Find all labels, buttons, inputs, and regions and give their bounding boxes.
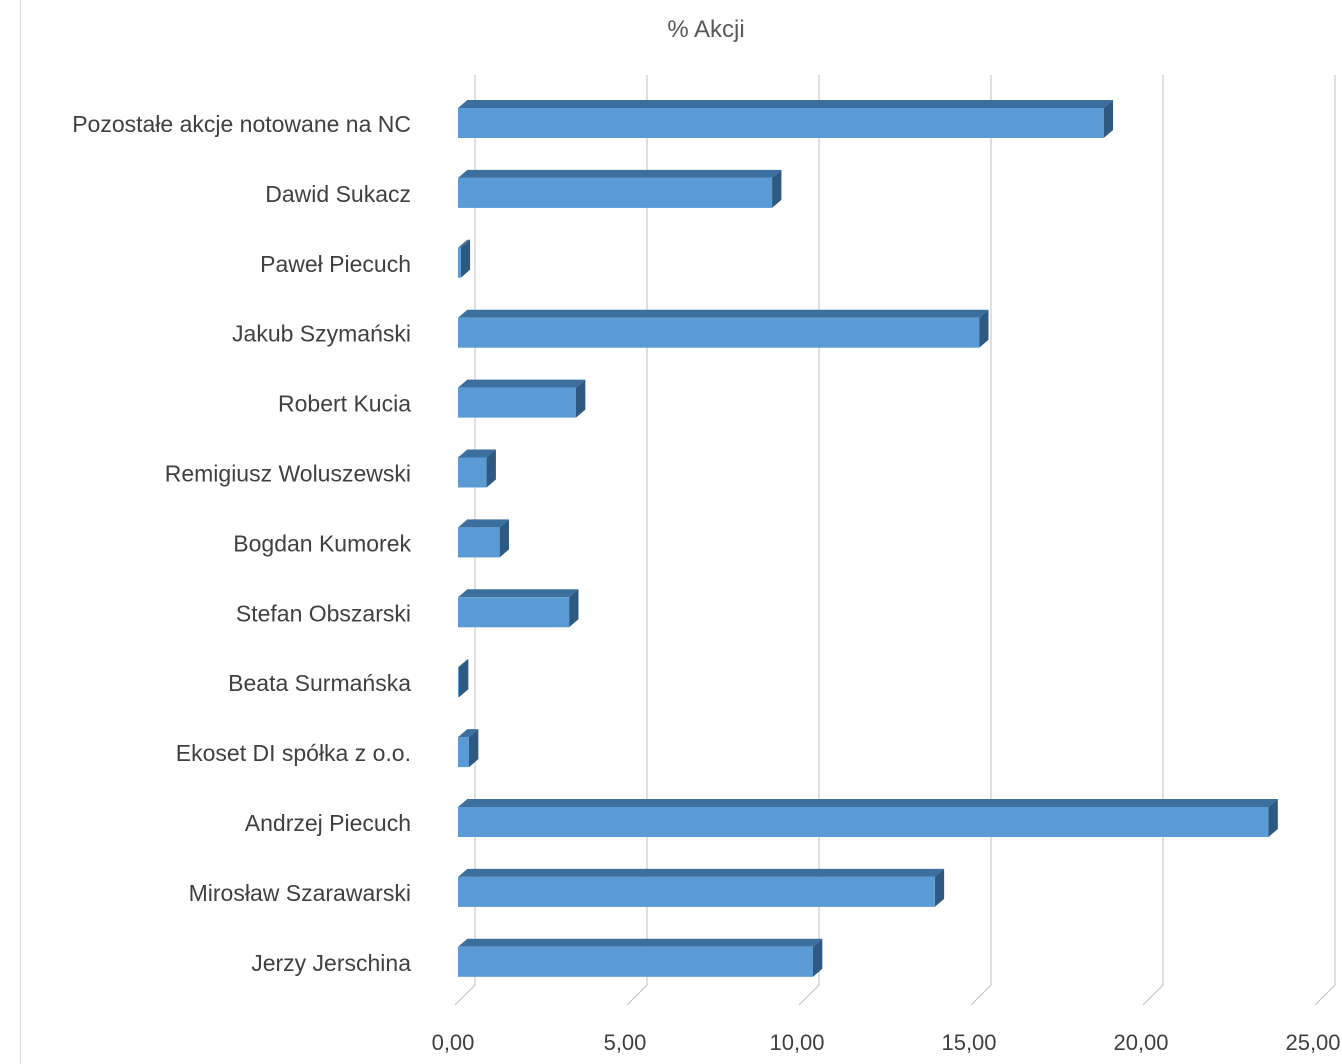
bar-front-face	[458, 177, 773, 208]
x-tick-label: 25,00	[1285, 1030, 1340, 1055]
bar-top-face	[458, 938, 823, 947]
category-label: Robert Kucia	[278, 391, 411, 417]
bar-top-face	[458, 309, 989, 318]
bar-side-face	[1268, 799, 1278, 837]
x-tick-label: 10,00	[769, 1030, 824, 1055]
bar-front-face	[458, 667, 459, 698]
bar	[458, 309, 989, 348]
category-label: Ekoset DI spółka z o.o.	[176, 740, 411, 766]
bar-top-face	[458, 379, 586, 388]
bar-side-face	[575, 379, 586, 418]
bar	[458, 589, 579, 628]
bars-layer	[458, 100, 1278, 977]
bar-top-face	[458, 239, 471, 248]
bar-front-face	[458, 247, 461, 278]
bar-side-face	[460, 239, 471, 278]
bar	[458, 729, 479, 768]
category-label: Pozostałe akcje notowane na NC	[72, 111, 411, 137]
gridline-floor	[798, 984, 820, 1006]
category-label: Dawid Sukacz	[265, 181, 411, 207]
category-label: Jerzy Jerschina	[251, 950, 411, 976]
grid-layer	[454, 75, 1336, 1006]
x-tick-labels: 0,00 5,00 10,00 15,00 20,00 25,00	[432, 1030, 1341, 1055]
category-label: Beata Surmańska	[228, 670, 411, 696]
category-labels: Pozostałe akcje notowane na NC Dawid Suka…	[72, 111, 411, 976]
bar-front-face	[458, 946, 814, 977]
bar-side-face	[499, 519, 509, 558]
category-label: Remigiusz Woluszewski	[165, 461, 411, 487]
bar-front-face	[458, 457, 487, 488]
category-label: Bogdan Kumorek	[233, 530, 411, 556]
bar	[458, 100, 1114, 138]
category-label: Jakub Szymański	[232, 321, 411, 347]
bar-top-face	[458, 729, 479, 738]
bar-side-face	[813, 938, 823, 977]
bar-front-face	[458, 807, 1269, 837]
bar-top-face	[458, 449, 496, 458]
bar-top-face	[458, 169, 782, 178]
bar-top-face	[458, 589, 579, 598]
bar-side-face	[569, 589, 579, 628]
bar-top-face	[458, 519, 509, 528]
bar	[458, 169, 782, 208]
bar-front-face	[458, 737, 470, 768]
bar-side-face	[459, 659, 469, 698]
bar-front-face	[458, 876, 935, 907]
bar-front-face	[458, 108, 1104, 138]
bar-top-face	[458, 868, 945, 877]
bar-front-face	[458, 387, 576, 418]
bar	[458, 868, 945, 907]
bar-side-face	[934, 868, 945, 907]
x-tick-label: 20,00	[1113, 1030, 1168, 1055]
bar-front-face	[458, 597, 570, 628]
x-tick-label: 15,00	[941, 1030, 996, 1055]
gridline-floor	[454, 984, 476, 1006]
gridline-floor	[1314, 984, 1336, 1006]
bar-top-face	[458, 100, 1114, 108]
gridline-floor	[970, 984, 992, 1006]
bar-side-face	[772, 169, 782, 208]
gridline-floor	[626, 984, 648, 1006]
bar-front-face	[458, 527, 500, 558]
bar	[458, 938, 823, 977]
bar-side-face	[486, 449, 496, 488]
x-tick-label: 5,00	[604, 1030, 647, 1055]
category-label: Andrzej Piecuch	[245, 810, 411, 836]
x-tick-label: 0,00	[432, 1030, 475, 1055]
bar	[458, 449, 496, 488]
bar	[458, 239, 471, 278]
chart-left-border	[20, 0, 21, 1064]
bar	[458, 379, 586, 418]
bar-side-face	[979, 309, 989, 348]
bar-side-face	[1103, 100, 1114, 138]
gridline-floor	[1142, 984, 1164, 1006]
bar-front-face	[458, 317, 980, 348]
bar-top-face	[458, 799, 1278, 807]
category-label: Paweł Piecuch	[260, 251, 411, 277]
bar-side-face	[469, 729, 479, 768]
bar	[458, 659, 469, 698]
category-label: Mirosław Szarawarski	[189, 880, 411, 906]
bar-top-face	[458, 659, 469, 668]
bar	[458, 519, 509, 558]
chart-title: % Akcji	[667, 16, 745, 43]
category-label: Stefan Obszarski	[236, 600, 411, 626]
bar	[458, 799, 1278, 837]
